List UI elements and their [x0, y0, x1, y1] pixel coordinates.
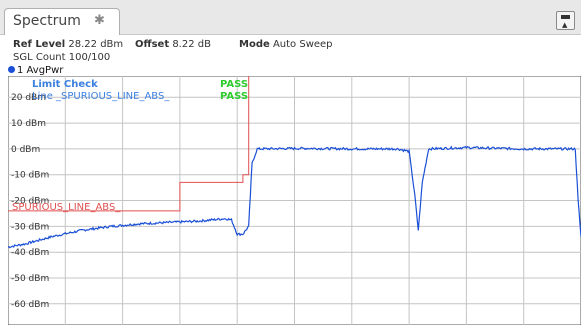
tab-bar: Spectrum ✱ ▲ — [0, 0, 581, 35]
y-tick-label: -50 dBm — [11, 274, 49, 284]
y-tick-label: -40 dBm — [11, 248, 49, 258]
offset: Offset 8.22 dB — [135, 39, 211, 50]
limit-line-label: SPURIOUS_LINE_ABS_ — [12, 202, 121, 213]
limit-check-result: PASS — [220, 79, 248, 90]
spectrum-plot[interactable]: 20 dBm 10 dBm 0 dBm -10 dBm -20 dBm -30 dBm -4… — [8, 76, 581, 325]
trace-line — [8, 145, 581, 249]
pin-icon[interactable]: ✱ — [94, 13, 105, 28]
measurement-info-bar: Ref Level 28.22 dBm Offset 8.22 dB Mode … — [0, 35, 581, 64]
menu-bars-icon — [561, 15, 570, 19]
triangle-icon: ▲ — [562, 21, 568, 29]
y-tick-label: 0 dBm — [11, 145, 40, 155]
trace-dot-icon — [8, 66, 15, 73]
trace-label: 1 AvgPwr — [8, 65, 63, 76]
tab-label: Spectrum — [13, 13, 81, 29]
limit-line — [8, 76, 250, 212]
y-tick-label: -10 dBm — [11, 171, 49, 181]
y-tick-label: 10 dBm — [11, 119, 46, 129]
y-axis-labels: 20 dBm 10 dBm 0 dBm -10 dBm -20 dBm -30 dBm -4… — [11, 93, 49, 310]
tab-spectrum[interactable]: Spectrum ✱ — [4, 8, 120, 35]
limit-check-title: Limit Check — [32, 79, 98, 90]
limit-check-line-label: Line _SPURIOUS_LINE_ABS_ — [32, 91, 170, 102]
y-tick-label: -60 dBm — [11, 300, 49, 310]
plot-grid — [8, 76, 581, 325]
y-tick-label: 20 dBm — [11, 93, 46, 103]
window-menu-button[interactable]: ▲ — [556, 11, 575, 30]
ref-level: Ref Level 28.22 dBm — [13, 39, 124, 50]
y-tick-label: -20 dBm — [11, 197, 49, 207]
limit-line-result: PASS — [220, 91, 248, 102]
y-tick-label: -30 dBm — [11, 222, 49, 232]
sweep-mode: Mode Auto Sweep — [239, 39, 333, 50]
sgl-count: SGL Count 100/100 — [13, 52, 111, 63]
